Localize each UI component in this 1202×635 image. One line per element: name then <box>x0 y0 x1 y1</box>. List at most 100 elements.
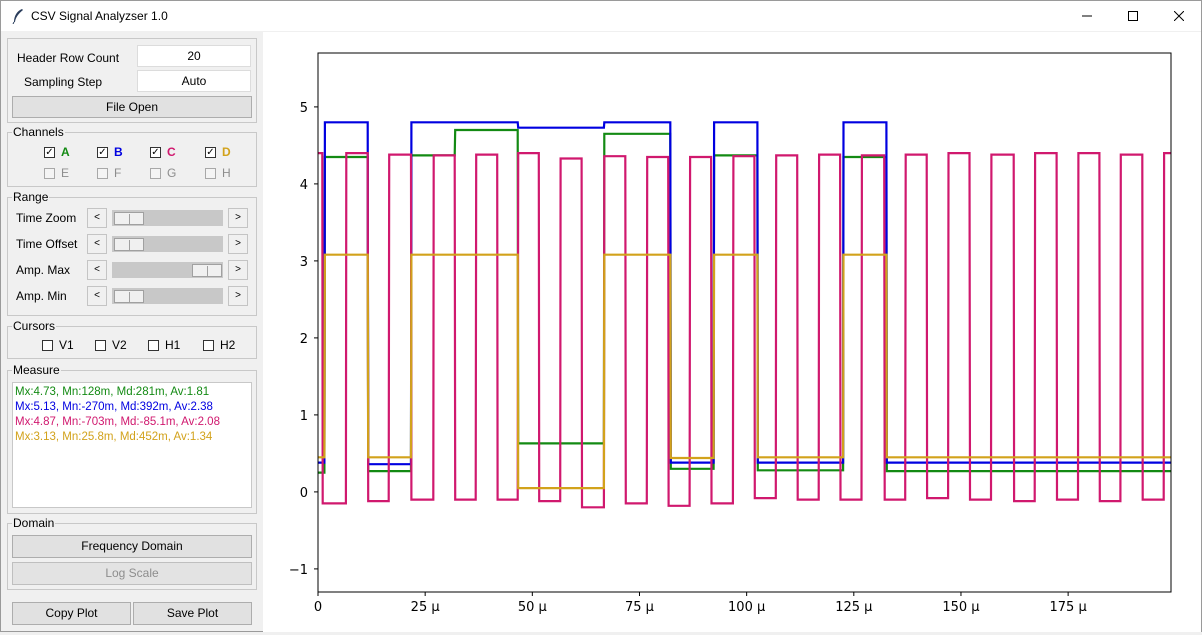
x-tick-label: 75 µ <box>625 600 654 615</box>
header-row-label: Header Row Count <box>17 51 120 65</box>
measure-line: Mx:4.87, Mn:-703m, Md:-85.1m, Av:2.08 <box>15 416 220 428</box>
axes-frame <box>317 52 1172 593</box>
cursor-v2-checkbox[interactable] <box>95 340 106 351</box>
plot-canvas[interactable]: 0 25 µ 50 µ 75 µ 100 µ 125 µ 150 µ 175 µ −1 0 1 2 3 4… <box>263 32 1201 632</box>
channel-f-checkbox[interactable] <box>97 168 108 179</box>
y-tick-label: 4 <box>300 178 308 193</box>
channel-a-label: A <box>61 145 70 159</box>
header-row-input[interactable]: 20 <box>137 45 251 67</box>
series-line-0 <box>318 128 1171 474</box>
time-zoom-decrease-button[interactable]: < <box>87 208 107 228</box>
cursor-v1-label: V1 <box>59 338 74 352</box>
x-tick-label: 175 µ <box>1050 600 1087 615</box>
time-zoom-slider-handle[interactable] <box>114 212 144 225</box>
y-tick-label: −1 <box>289 563 308 578</box>
frequency-domain-button[interactable]: Frequency Domain <box>12 535 252 558</box>
measure-line: Mx:5.13, Mn:-270m, Md:392m, Av:2.38 <box>15 401 213 413</box>
minimize-button[interactable] <box>1064 1 1110 31</box>
cursor-h1-label: H1 <box>165 338 181 352</box>
y-tick-label: 0 <box>300 486 308 501</box>
channel-f-label: F <box>114 166 122 180</box>
time-offset-scale[interactable] <box>112 236 223 252</box>
measure-textbox[interactable]: Mx:4.73, Mn:128m, Md:281m, Av:1.81 Mx:5.1… <box>12 382 252 508</box>
series-line-3 <box>318 253 1171 490</box>
channel-g-label: G <box>167 166 177 180</box>
amp-max-increase-button[interactable]: > <box>228 260 248 280</box>
cursors-label: Cursors <box>12 319 57 333</box>
log-scale-button[interactable]: Log Scale <box>12 562 252 585</box>
domain-frame: Domain Frequency Domain Log Scale <box>7 516 257 590</box>
x-tick-label: 100 µ <box>728 600 765 615</box>
cursor-h1-checkbox[interactable] <box>148 340 159 351</box>
series-line-2 <box>318 152 1171 509</box>
amp-min-decrease-button[interactable]: < <box>87 286 107 306</box>
cursor-h2-checkbox[interactable] <box>203 340 214 351</box>
channel-c-checkbox[interactable]: ✓ <box>150 147 161 158</box>
time-offset-slider-handle[interactable] <box>114 238 144 251</box>
time-zoom-scale[interactable] <box>112 210 223 226</box>
y-tick-label: 1 <box>300 409 308 424</box>
channels-frame: Channels ✓ A ✓ B ✓ C ✓ D E F G H <box>7 125 257 187</box>
cursor-v1-checkbox[interactable] <box>42 340 53 351</box>
close-icon <box>1174 11 1184 21</box>
amp-min-label: Amp. Min <box>16 289 67 303</box>
x-tick-label: 125 µ <box>835 600 872 615</box>
y-tick-label: 5 <box>300 101 308 116</box>
time-offset-increase-button[interactable]: > <box>228 234 248 254</box>
range-frame: Range Time Zoom < > Time Offset < > Amp. Max < >… <box>7 190 257 316</box>
range-label: Range <box>12 190 50 204</box>
amp-max-scale[interactable] <box>112 262 223 278</box>
series-line-1 <box>318 121 1171 466</box>
cursors-frame: Cursors V1 V2 H1 H2 <box>7 319 257 359</box>
amp-max-slider-handle[interactable] <box>192 264 222 277</box>
measure-line: Mx:4.73, Mn:128m, Md:281m, Av:1.81 <box>15 386 210 398</box>
amp-min-slider-handle[interactable] <box>114 290 144 303</box>
y-tick-label: 2 <box>300 332 308 347</box>
sampling-step-label: Sampling Step <box>24 75 103 89</box>
cursor-v2-label: V2 <box>112 338 127 352</box>
y-tick-label: 3 <box>300 255 308 270</box>
x-tick-label: 0 <box>314 600 322 615</box>
window-title: CSV Signal Analyzser 1.0 <box>31 9 168 23</box>
channel-h-label: H <box>222 166 231 180</box>
channel-e-label: E <box>61 166 70 180</box>
save-plot-button[interactable]: Save Plot <box>133 602 252 625</box>
channel-b-label: B <box>114 145 123 159</box>
measure-line: Mx:3.13, Mn:25.8m, Md:452m, Av:1.34 <box>15 431 213 443</box>
channel-d-label: D <box>222 145 231 159</box>
file-open-button[interactable]: File Open <box>12 96 252 118</box>
channel-e-checkbox[interactable] <box>44 168 55 179</box>
time-offset-decrease-button[interactable]: < <box>87 234 107 254</box>
channel-g-checkbox[interactable] <box>150 168 161 179</box>
x-tick-label: 50 µ <box>518 600 547 615</box>
time-offset-label: Time Offset <box>16 237 78 251</box>
amp-min-increase-button[interactable]: > <box>228 286 248 306</box>
time-zoom-label: Time Zoom <box>16 211 77 225</box>
domain-label: Domain <box>12 516 56 530</box>
time-zoom-increase-button[interactable]: > <box>228 208 248 228</box>
channel-b-checkbox[interactable]: ✓ <box>97 147 108 158</box>
channel-a-checkbox[interactable]: ✓ <box>44 147 55 158</box>
maximize-icon <box>1128 11 1138 21</box>
channel-h-checkbox[interactable] <box>205 168 216 179</box>
feather-icon <box>12 9 23 24</box>
measure-frame: Measure <box>7 363 257 514</box>
amp-max-label: Amp. Max <box>16 263 71 277</box>
measure-label: Measure <box>12 363 61 377</box>
maximize-button[interactable] <box>1110 1 1156 31</box>
minimize-icon <box>1082 15 1092 17</box>
x-tick-label: 25 µ <box>411 600 440 615</box>
x-tick-label: 150 µ <box>942 600 979 615</box>
amp-max-decrease-button[interactable]: < <box>87 260 107 280</box>
channel-d-checkbox[interactable]: ✓ <box>205 147 216 158</box>
channel-c-label: C <box>167 145 176 159</box>
signal-plot: 0 25 µ 50 µ 75 µ 100 µ 125 µ 150 µ 175 µ −1 0 1 2 3 4… <box>289 52 1172 615</box>
sampling-step-input[interactable]: Auto <box>137 70 251 92</box>
channels-label: Channels <box>12 125 65 139</box>
close-button[interactable] <box>1156 1 1202 31</box>
copy-plot-button[interactable]: Copy Plot <box>12 602 131 625</box>
amp-min-scale[interactable] <box>112 288 223 304</box>
settings-frame: Header Row Count 20 Sampling Step Auto F… <box>7 38 257 123</box>
cursor-h2-label: H2 <box>220 338 236 352</box>
